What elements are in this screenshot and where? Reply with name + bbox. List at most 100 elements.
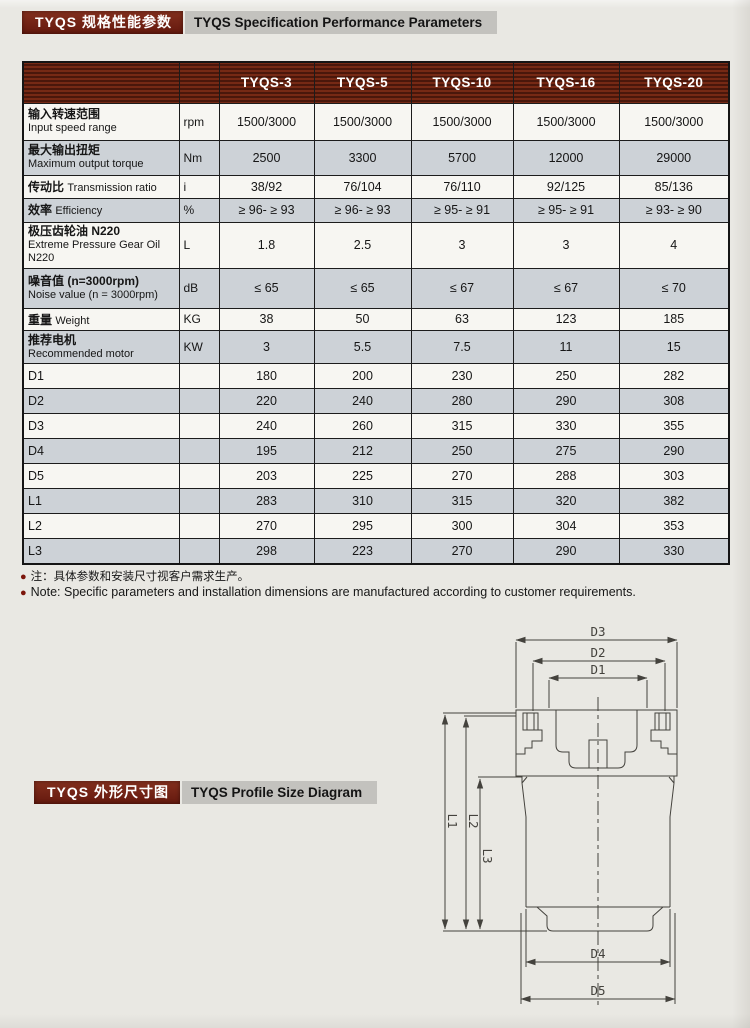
spec-table-body: 输入转速范围 Input speed range rpm 1500/3000 150… bbox=[22, 102, 730, 565]
table-row: L2 270 295 300 304 353 bbox=[22, 513, 730, 540]
cell-value: 330 bbox=[512, 413, 620, 440]
cell-value: 283 bbox=[218, 488, 315, 515]
cell-value: 1500/3000 bbox=[618, 102, 730, 141]
cell-value: 220 bbox=[218, 388, 315, 415]
cell-value: 38/92 bbox=[218, 174, 315, 199]
table-header-row: TYQS-3 TYQS-5 TYQS-10 TYQS-16 TYQS-20 bbox=[22, 61, 730, 104]
row-label: 噪音值 (n=3000rpm) Noise value (n = 3000rpm) bbox=[22, 267, 180, 309]
row-label: 传动比 Transmission ratio bbox=[22, 174, 180, 199]
row-unit bbox=[178, 513, 220, 540]
cell-value: 1500/3000 bbox=[218, 102, 315, 141]
dim-label-d4: D4 bbox=[590, 946, 605, 961]
table-row: 效率 Efficiency % ≥ 96- ≥ 93 ≥ 96- ≥ 93 ≥ 95… bbox=[22, 197, 730, 223]
cell-value: 290 bbox=[512, 538, 620, 565]
section1-title-zh: TYQS 规格性能参数 bbox=[22, 11, 184, 34]
base-outline bbox=[536, 906, 664, 932]
row-unit: Nm bbox=[178, 139, 220, 176]
note-bullet-icon: ● bbox=[20, 587, 27, 599]
cell-value: 260 bbox=[313, 413, 412, 440]
row-label: 重量 Weight bbox=[22, 307, 180, 332]
body-left-edge bbox=[521, 776, 527, 907]
cell-value: 223 bbox=[313, 538, 412, 565]
section2-title-en: TYQS Profile Size Diagram bbox=[182, 781, 378, 804]
cell-value: 123 bbox=[512, 307, 620, 332]
row-unit bbox=[178, 463, 220, 490]
note-bullet-icon: ● bbox=[20, 571, 27, 583]
column-header-tyqs20: TYQS-20 bbox=[618, 61, 730, 104]
dim-label-l2: L2 bbox=[466, 813, 481, 828]
row-unit: rpm bbox=[178, 102, 220, 141]
table-row: D1 180 200 230 250 282 bbox=[22, 363, 730, 390]
table-row: D2 220 240 280 290 308 bbox=[22, 388, 730, 415]
cell-value: 50 bbox=[313, 307, 412, 332]
table-row: 噪音值 (n=3000rpm) Noise value (n = 3000rpm)… bbox=[22, 267, 730, 309]
dim-label-d1: D1 bbox=[590, 662, 605, 677]
cell-value: 185 bbox=[618, 307, 730, 332]
profile-size-diagram: D3 D2 D1 L1 L2 L3 D4 D5 bbox=[441, 624, 678, 1007]
header-empty-label-cell bbox=[22, 61, 180, 104]
row-label: 效率 Efficiency bbox=[22, 197, 180, 223]
cell-value: ≥ 93- ≥ 90 bbox=[618, 197, 730, 223]
cell-value: 303 bbox=[618, 463, 730, 490]
section1-titlebar: TYQS 规格性能参数 TYQS Specification Performan… bbox=[22, 11, 498, 34]
cell-value: 270 bbox=[410, 463, 514, 490]
note-en: ● Note: Specific parameters and installat… bbox=[20, 585, 720, 599]
cell-value: ≥ 96- ≥ 93 bbox=[218, 197, 315, 223]
dim-label-d2: D2 bbox=[590, 645, 605, 660]
cell-value: 355 bbox=[618, 413, 730, 440]
row-unit: dB bbox=[178, 267, 220, 309]
row-label: D1 bbox=[22, 363, 180, 390]
cell-value: 2500 bbox=[218, 139, 315, 176]
dim-label-d3: D3 bbox=[590, 624, 605, 639]
cell-value: ≥ 95- ≥ 91 bbox=[512, 197, 620, 223]
notes-block: ● 注：具体参数和安装尺寸视客户需求生产。 ● Note: Specific par… bbox=[20, 568, 720, 600]
column-header-tyqs5: TYQS-5 bbox=[313, 61, 412, 104]
spec-table: TYQS-3 TYQS-5 TYQS-10 TYQS-16 TYQS-20 输入… bbox=[22, 61, 730, 565]
column-header-tyqs3: TYQS-3 bbox=[218, 61, 315, 104]
cell-value: 76/110 bbox=[410, 174, 514, 199]
cell-value: ≤ 67 bbox=[512, 267, 620, 309]
row-label: 推荐电机 Recommended motor bbox=[22, 330, 180, 365]
row-label: L1 bbox=[22, 488, 180, 515]
row-label: 极压齿轮油 N220 Extreme Pressure Gear Oil N220 bbox=[22, 221, 180, 269]
note-zh: ● 注：具体参数和安装尺寸视客户需求生产。 bbox=[20, 568, 720, 584]
cell-value: 310 bbox=[313, 488, 412, 515]
dim-label-l1: L1 bbox=[445, 813, 460, 828]
cell-value: 5.5 bbox=[313, 330, 412, 365]
cell-value: 5700 bbox=[410, 139, 514, 176]
row-label: 输入转速范围 Input speed range bbox=[22, 102, 180, 141]
table-row: D3 240 260 315 330 355 bbox=[22, 413, 730, 440]
row-label: D2 bbox=[22, 388, 180, 415]
cell-value: 76/104 bbox=[313, 174, 412, 199]
cell-value: ≥ 96- ≥ 93 bbox=[313, 197, 412, 223]
cell-value: 330 bbox=[618, 538, 730, 565]
row-unit: L bbox=[178, 221, 220, 269]
row-label: D3 bbox=[22, 413, 180, 440]
cell-value: 382 bbox=[618, 488, 730, 515]
cell-value: ≤ 65 bbox=[218, 267, 315, 309]
cell-value: 85/136 bbox=[618, 174, 730, 199]
cell-value: 1500/3000 bbox=[313, 102, 412, 141]
cell-value: 15 bbox=[618, 330, 730, 365]
cell-value: 3300 bbox=[313, 139, 412, 176]
table-row: D5 203 225 270 288 303 bbox=[22, 463, 730, 490]
section1-title-en: TYQS Specification Performance Parameter… bbox=[185, 11, 498, 34]
row-unit: KW bbox=[178, 330, 220, 365]
cell-value: 282 bbox=[618, 363, 730, 390]
row-label: L2 bbox=[22, 513, 180, 540]
table-row: D4 195 212 250 275 290 bbox=[22, 438, 730, 465]
row-unit bbox=[178, 413, 220, 440]
cell-value: 1500/3000 bbox=[410, 102, 514, 141]
cell-value: 2.5 bbox=[313, 221, 412, 269]
section2-titlebar: TYQS 外形尺寸图 TYQS Profile Size Diagram bbox=[34, 781, 378, 804]
table-row: 最大输出扭矩 Maximum output torque Nm 2500 3300 5… bbox=[22, 139, 730, 176]
column-header-tyqs10: TYQS-10 bbox=[410, 61, 514, 104]
cell-value: 270 bbox=[218, 513, 315, 540]
cell-value: 304 bbox=[512, 513, 620, 540]
cell-value: 38 bbox=[218, 307, 315, 332]
row-label: 最大输出扭矩 Maximum output torque bbox=[22, 139, 180, 176]
table-row: 重量 Weight KG 38 50 63 123 185 bbox=[22, 307, 730, 332]
cell-value: 240 bbox=[218, 413, 315, 440]
row-unit: KG bbox=[178, 307, 220, 332]
